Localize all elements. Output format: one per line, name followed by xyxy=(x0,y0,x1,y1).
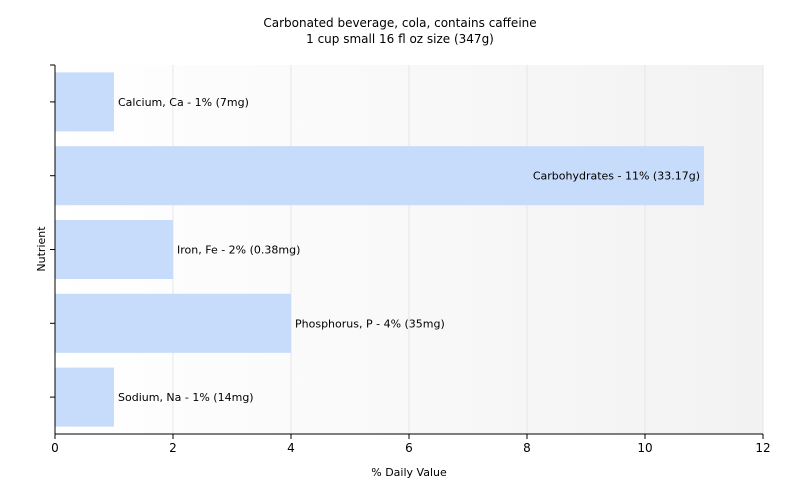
bar-label: Sodium, Na - 1% (14mg) xyxy=(118,391,254,404)
bar xyxy=(55,219,173,280)
chart-subtitle: 1 cup small 16 fl oz size (347g) xyxy=(306,32,494,46)
x-tick-label: 6 xyxy=(405,441,413,455)
bar-label: Calcium, Ca - 1% (7mg) xyxy=(118,96,249,109)
bar xyxy=(55,146,704,206)
x-tick-label: 2 xyxy=(169,441,177,455)
x-tick-label: 8 xyxy=(523,441,531,455)
bar xyxy=(55,367,114,427)
chart-title: Carbonated beverage, cola, contains caff… xyxy=(263,16,537,30)
x-tick-label: 12 xyxy=(755,441,770,455)
x-tick-label: 0 xyxy=(51,441,59,455)
x-tick-label: 10 xyxy=(637,441,652,455)
x-tick-label: 4 xyxy=(287,441,295,455)
chart-title-block: Carbonated beverage, cola, contains caff… xyxy=(0,15,800,47)
bar xyxy=(55,72,114,132)
bar-label: Carbohydrates - 11% (33.17g) xyxy=(533,170,700,183)
bar-label: Phosphorus, P - 4% (35mg) xyxy=(295,317,445,330)
y-axis-label: Nutrient xyxy=(35,226,48,272)
bar-label: Iron, Fe - 2% (0.38mg) xyxy=(177,244,300,257)
bar xyxy=(55,293,291,353)
x-axis-label: % Daily Value xyxy=(371,466,447,479)
